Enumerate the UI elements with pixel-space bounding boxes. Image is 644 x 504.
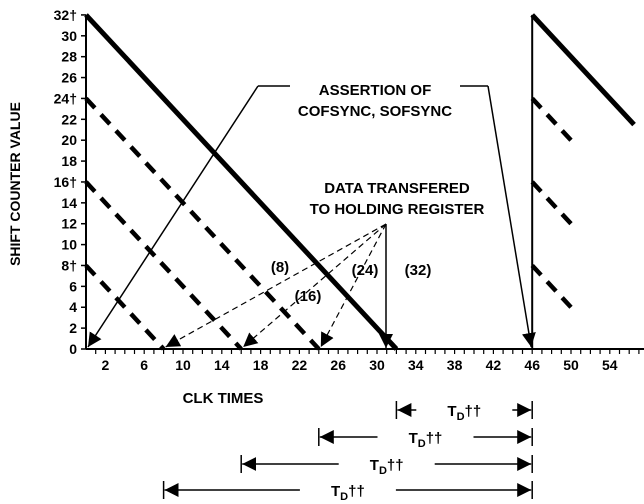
x-tick-label-54: 54 bbox=[602, 357, 618, 373]
count-label-32: (32) bbox=[405, 262, 432, 279]
td-label-bg-3 bbox=[317, 478, 378, 502]
annotation-layer bbox=[87, 85, 536, 348]
y-axis-label: SHIFT COUNTER VALUE bbox=[7, 102, 23, 266]
transfer-arrow-24 bbox=[320, 223, 387, 348]
y-tick-label-0: 0 bbox=[69, 341, 77, 357]
td-label-2: TD†† bbox=[370, 457, 404, 477]
count-label-8: (8) bbox=[271, 259, 289, 276]
x-tick-label-2: 2 bbox=[102, 357, 110, 373]
transfer-arrow-16 bbox=[242, 223, 387, 348]
x-tick-label-34: 34 bbox=[408, 357, 424, 373]
td-label-bg-1 bbox=[395, 425, 456, 449]
y-tick-label-26: 26 bbox=[61, 70, 77, 86]
y-tick-label-2: 2 bbox=[69, 320, 77, 336]
y-tick-label-32: 32† bbox=[54, 7, 77, 23]
assertion-arrow-left bbox=[87, 85, 259, 348]
td-label-bg-2 bbox=[356, 452, 417, 476]
y-tick-label-20: 20 bbox=[61, 132, 77, 148]
td-label-1: TD†† bbox=[409, 430, 443, 450]
y-tick-label-28: 28 bbox=[61, 49, 77, 65]
y-tick-label-16: 16† bbox=[54, 174, 77, 190]
x-tick-label-6: 6 bbox=[140, 357, 148, 373]
y-axis-ticks: 0 2 4 6 8† 10 12 14 16† 18 20 22 24† 26 28 30 32† bbox=[54, 7, 86, 357]
y-tick-label-22: 22 bbox=[61, 111, 77, 127]
x-tick-label-50: 50 bbox=[563, 357, 579, 373]
series-line-0 bbox=[84, 13, 399, 351]
assertion-arrow-right bbox=[487, 85, 536, 348]
y-tick-label-10: 10 bbox=[61, 237, 77, 253]
count-label-16: (16) bbox=[295, 288, 322, 305]
series-layer bbox=[84, 13, 636, 351]
y-tick-label-6: 6 bbox=[69, 278, 77, 294]
x-axis-ticks: 2 6 10 14 18 22 26 30 34 38 42 46 50 54 bbox=[95, 349, 640, 373]
td-spans: TD††TD††TD††TD†† bbox=[162, 398, 533, 503]
assertion-label-line-1: ASSERTION OF bbox=[319, 82, 432, 99]
y-tick-label-24: 24† bbox=[54, 90, 77, 106]
x-tick-label-18: 18 bbox=[253, 357, 269, 373]
y-tick-label-4: 4 bbox=[69, 299, 77, 315]
series-line-5 bbox=[530, 96, 578, 147]
x-axis-label: CLK TIMES bbox=[183, 390, 264, 407]
transfer-arrow-8 bbox=[165, 223, 387, 348]
y-tick-label-18: 18 bbox=[61, 153, 77, 169]
y-tick-label-30: 30 bbox=[61, 28, 77, 44]
transfer-label-line-1: DATA TRANSFERED bbox=[324, 180, 470, 197]
transfer-label-line-2: TO HOLDING REGISTER bbox=[310, 201, 485, 218]
series-line-3 bbox=[84, 263, 166, 351]
x-tick-label-42: 42 bbox=[486, 357, 502, 373]
x-tick-label-22: 22 bbox=[292, 357, 308, 373]
y-tick-label-8: 8† bbox=[61, 257, 77, 273]
x-tick-label-10: 10 bbox=[175, 357, 191, 373]
series-line-7 bbox=[530, 263, 578, 314]
series-line-2 bbox=[84, 180, 243, 351]
x-tick-label-46: 46 bbox=[524, 357, 540, 373]
count-label-24: (24) bbox=[352, 262, 379, 279]
series-line-4 bbox=[530, 13, 636, 127]
x-tick-label-26: 26 bbox=[330, 357, 346, 373]
td-label-bg-0 bbox=[434, 398, 495, 422]
y-tick-label-14: 14 bbox=[61, 195, 77, 211]
x-tick-label-14: 14 bbox=[214, 357, 230, 373]
x-tick-label-38: 38 bbox=[447, 357, 463, 373]
td-label-3: TD†† bbox=[331, 483, 365, 503]
series-line-6 bbox=[530, 180, 578, 231]
td-label-0: TD†† bbox=[447, 403, 481, 423]
assertion-label-line-2: COFSYNC, SOFSYNC bbox=[298, 103, 452, 120]
x-tick-label-30: 30 bbox=[369, 357, 385, 373]
y-tick-label-12: 12 bbox=[61, 216, 77, 232]
